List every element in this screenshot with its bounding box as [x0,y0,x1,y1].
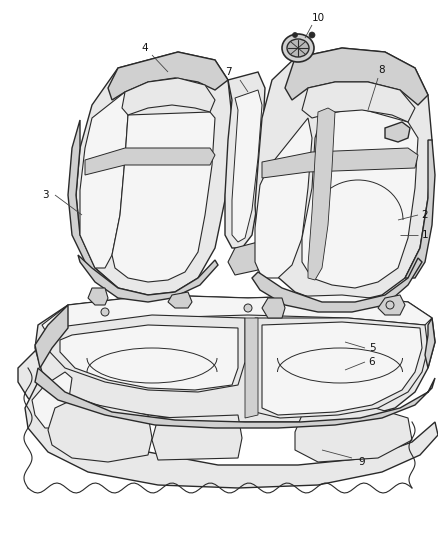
Text: 10: 10 [311,13,325,23]
Text: 6: 6 [369,357,375,367]
Text: 1: 1 [422,230,428,240]
Polygon shape [285,48,428,105]
Polygon shape [42,295,432,335]
Polygon shape [385,122,410,142]
Polygon shape [35,305,68,368]
Polygon shape [80,92,128,268]
Polygon shape [60,325,238,390]
Polygon shape [112,112,215,282]
Polygon shape [32,372,72,428]
Polygon shape [76,52,232,295]
Polygon shape [255,48,432,302]
Polygon shape [262,298,285,318]
Circle shape [293,33,297,37]
Polygon shape [168,292,192,308]
Polygon shape [255,318,428,418]
Text: 3: 3 [42,190,48,200]
Polygon shape [245,318,258,418]
Polygon shape [255,118,312,278]
Polygon shape [85,148,215,175]
Text: 8: 8 [379,65,385,75]
Polygon shape [35,295,435,422]
Polygon shape [232,90,262,242]
Polygon shape [68,120,118,295]
Polygon shape [302,108,418,288]
Polygon shape [152,415,242,460]
Polygon shape [252,258,422,312]
Ellipse shape [287,39,309,57]
Circle shape [309,32,315,38]
Polygon shape [48,315,245,392]
Polygon shape [78,255,218,302]
Polygon shape [18,348,55,412]
Polygon shape [295,408,412,462]
Polygon shape [228,242,262,275]
Polygon shape [225,72,265,248]
Polygon shape [302,82,415,122]
Polygon shape [308,108,335,280]
Circle shape [101,308,109,316]
Polygon shape [35,368,435,428]
Text: 4: 4 [141,43,148,53]
Polygon shape [48,400,152,462]
Text: 9: 9 [359,457,365,467]
Polygon shape [262,148,418,178]
Circle shape [386,301,394,309]
Polygon shape [425,318,435,368]
Polygon shape [25,368,438,488]
Polygon shape [108,52,228,100]
Text: 5: 5 [369,343,375,353]
Polygon shape [122,78,215,115]
Polygon shape [262,322,422,415]
Circle shape [244,304,252,312]
Polygon shape [88,288,108,305]
Ellipse shape [282,34,314,62]
Text: 7: 7 [225,67,231,77]
Text: 2: 2 [422,210,428,220]
Polygon shape [378,295,405,315]
Polygon shape [405,140,435,278]
